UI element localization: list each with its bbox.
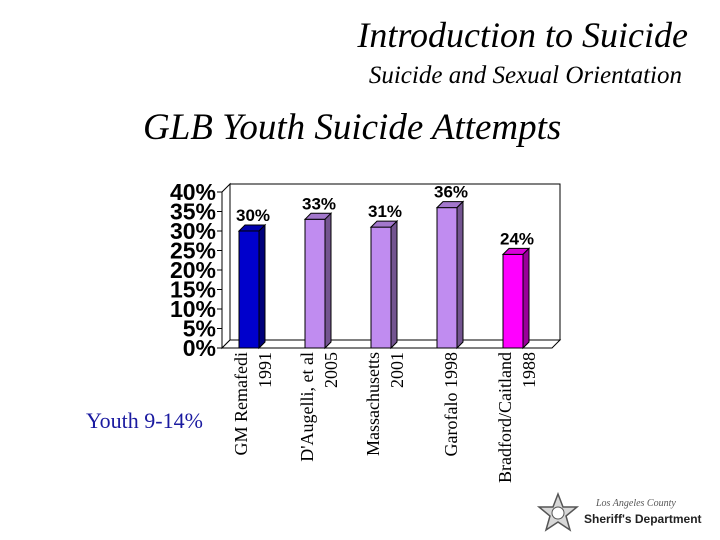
header-subtitle: Suicide and Sexual Orientation [368,62,682,89]
y-tick-label: 25% [170,238,216,264]
y-tick-label: 35% [170,199,216,225]
category-label: Bradford/Caitland [495,352,515,483]
category-label: Massachusetts [363,352,383,456]
y-tick-label: 20% [170,257,216,283]
bar [304,218,326,349]
slide-title: GLB Youth Suicide Attempts [143,107,562,148]
bar-side [390,219,398,350]
bar [502,253,524,349]
bar [370,226,392,349]
bar-side [522,247,530,350]
data-label: 30% [236,206,270,225]
y-tick-label: 10% [170,296,216,322]
header-title: Introduction to Suicide [357,15,688,55]
data-label: 36% [434,183,468,202]
sheriff-seal: Los Angeles County Sheriff's Department [532,490,717,538]
data-label: 31% [368,202,402,221]
chart-side-wall [221,182,231,350]
y-tick-label: 15% [170,277,216,303]
data-label: 24% [500,229,534,248]
bar-side [258,223,266,350]
y-tick-label: 30% [170,218,216,244]
category-label: 1991 [255,352,275,388]
category-label: 1988 [519,352,539,388]
category-label: D'Augelli, et al [297,352,317,462]
category-label: Garofalo 1998 [441,352,461,456]
data-label: 33% [302,194,336,213]
bar-side [324,212,332,350]
y-tick-label: 5% [183,316,216,342]
bar [436,207,458,349]
seal-main-text: Sheriff's Department [584,512,702,526]
bar-side [456,200,464,350]
category-label: GM Remafedi [231,352,251,455]
side-note: Youth 9-14% [86,408,203,433]
seal-top-text: Los Angeles County [596,498,676,509]
y-tick-label: 40% [170,179,216,205]
y-tick-label: 0% [183,335,216,361]
category-label: 2001 [387,352,407,388]
sheriff-star-icon [536,492,580,532]
bar [238,230,260,349]
category-label: 2005 [321,352,341,388]
